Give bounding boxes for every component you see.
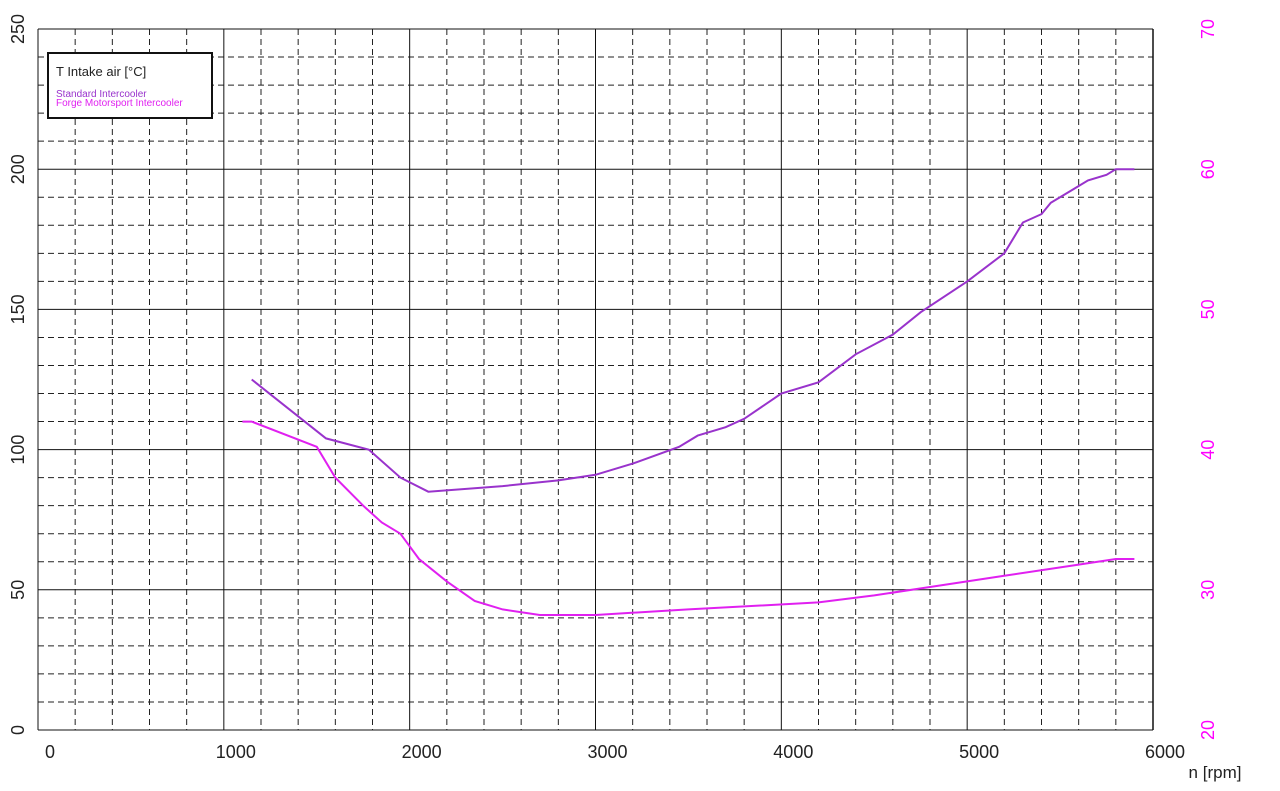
y-tick-label: 200 [8,154,28,184]
y-tick-label: 250 [8,14,28,44]
y-tick-label: 0 [8,725,28,735]
legend-entry: Standard Intercooler [56,89,147,100]
y-tick-label: 100 [8,435,28,465]
y2-tick-label: 20 [1198,720,1218,740]
y-tick-label: 150 [8,294,28,324]
y2-tick-label: 50 [1198,299,1218,319]
x-tick-label: 2000 [402,742,442,762]
y2-tick-label: 40 [1198,440,1218,460]
x-axis-label: n [rpm] [1189,763,1242,782]
x-tick-label: 3000 [587,742,627,762]
y2-tick-label: 30 [1198,580,1218,600]
x-tick-label: 4000 [773,742,813,762]
legend-box [47,52,213,119]
legend-title: T Intake air [°C] [56,64,146,79]
y-tick-label: 50 [8,580,28,600]
y2-tick-label: 70 [1198,19,1218,39]
x-tick-label: 1000 [216,742,256,762]
x-tick-label: 6000 [1145,742,1185,762]
y2-tick-label: 60 [1198,159,1218,179]
series-line [251,168,1135,493]
legend-entry: Forge Motorsport Intercooler [56,98,183,109]
x-tick-label: 0 [45,742,55,762]
legend: T Intake air [°C] Standard IntercoolerFor… [47,52,213,119]
series-line [242,420,1135,616]
x-tick-label: 5000 [959,742,999,762]
